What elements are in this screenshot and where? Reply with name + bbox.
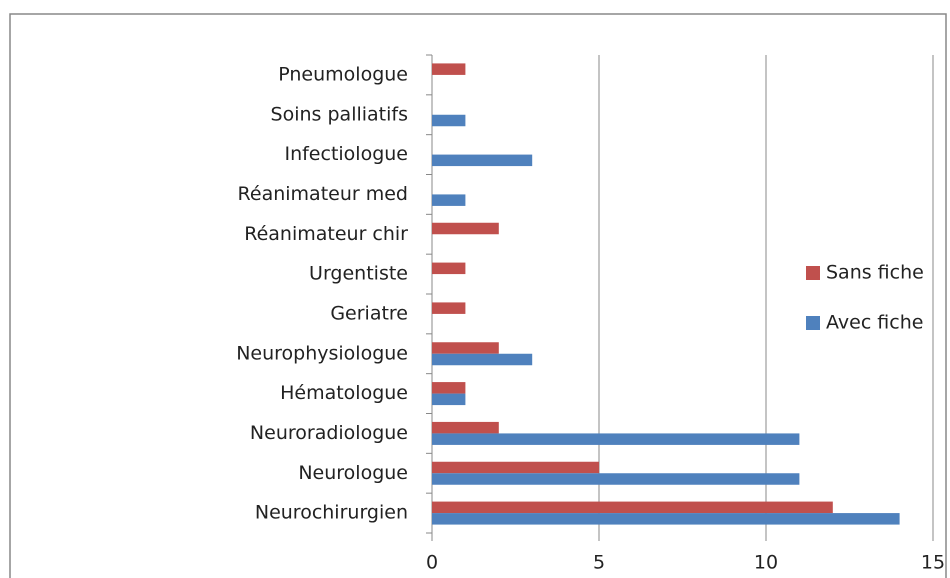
- bar: [432, 194, 466, 206]
- y-tick-label: Neurophysiologue: [236, 342, 408, 364]
- bar: [432, 382, 466, 394]
- bar: [432, 302, 466, 314]
- bar: [432, 473, 800, 485]
- bar: [432, 262, 466, 275]
- y-tick-label: Geriatre: [330, 302, 408, 324]
- y-tick-label: Réanimateur chir: [244, 223, 408, 245]
- bar: [432, 353, 533, 366]
- y-tick-label: Soins palliatifs: [271, 103, 408, 125]
- bar: [432, 63, 466, 75]
- y-tick-label: Neuroradiologue: [250, 422, 408, 444]
- bar: [432, 421, 499, 434]
- x-tick-label: 15: [921, 552, 945, 574]
- legend-swatch: [806, 316, 820, 330]
- bar: [432, 433, 800, 445]
- y-tick-label: Neurologue: [298, 462, 408, 484]
- y-tick-label: Infectiologue: [284, 143, 408, 165]
- bar: [432, 513, 900, 525]
- chart-frame: [9, 13, 947, 578]
- legend-label: Avec fiche: [826, 312, 923, 334]
- bar: [432, 393, 466, 406]
- legend-label: Sans fiche: [826, 262, 924, 284]
- y-tick-label: Pneumologue: [278, 63, 408, 85]
- x-tick-label: 5: [593, 552, 605, 574]
- y-tick-label: Hématologue: [280, 382, 408, 404]
- y-tick-label: Réanimateur med: [238, 183, 408, 205]
- bar: [432, 154, 533, 167]
- bar: [432, 501, 833, 514]
- bar: [432, 222, 499, 235]
- legend-swatch: [806, 266, 820, 280]
- y-tick-label: Urgentiste: [309, 263, 408, 285]
- bar: [432, 114, 466, 127]
- y-tick-label: Neurochirurgien: [255, 502, 408, 524]
- bar: [432, 461, 599, 474]
- bar: [432, 342, 499, 354]
- x-tick-label: 10: [754, 552, 778, 574]
- x-tick-label: 0: [426, 552, 438, 574]
